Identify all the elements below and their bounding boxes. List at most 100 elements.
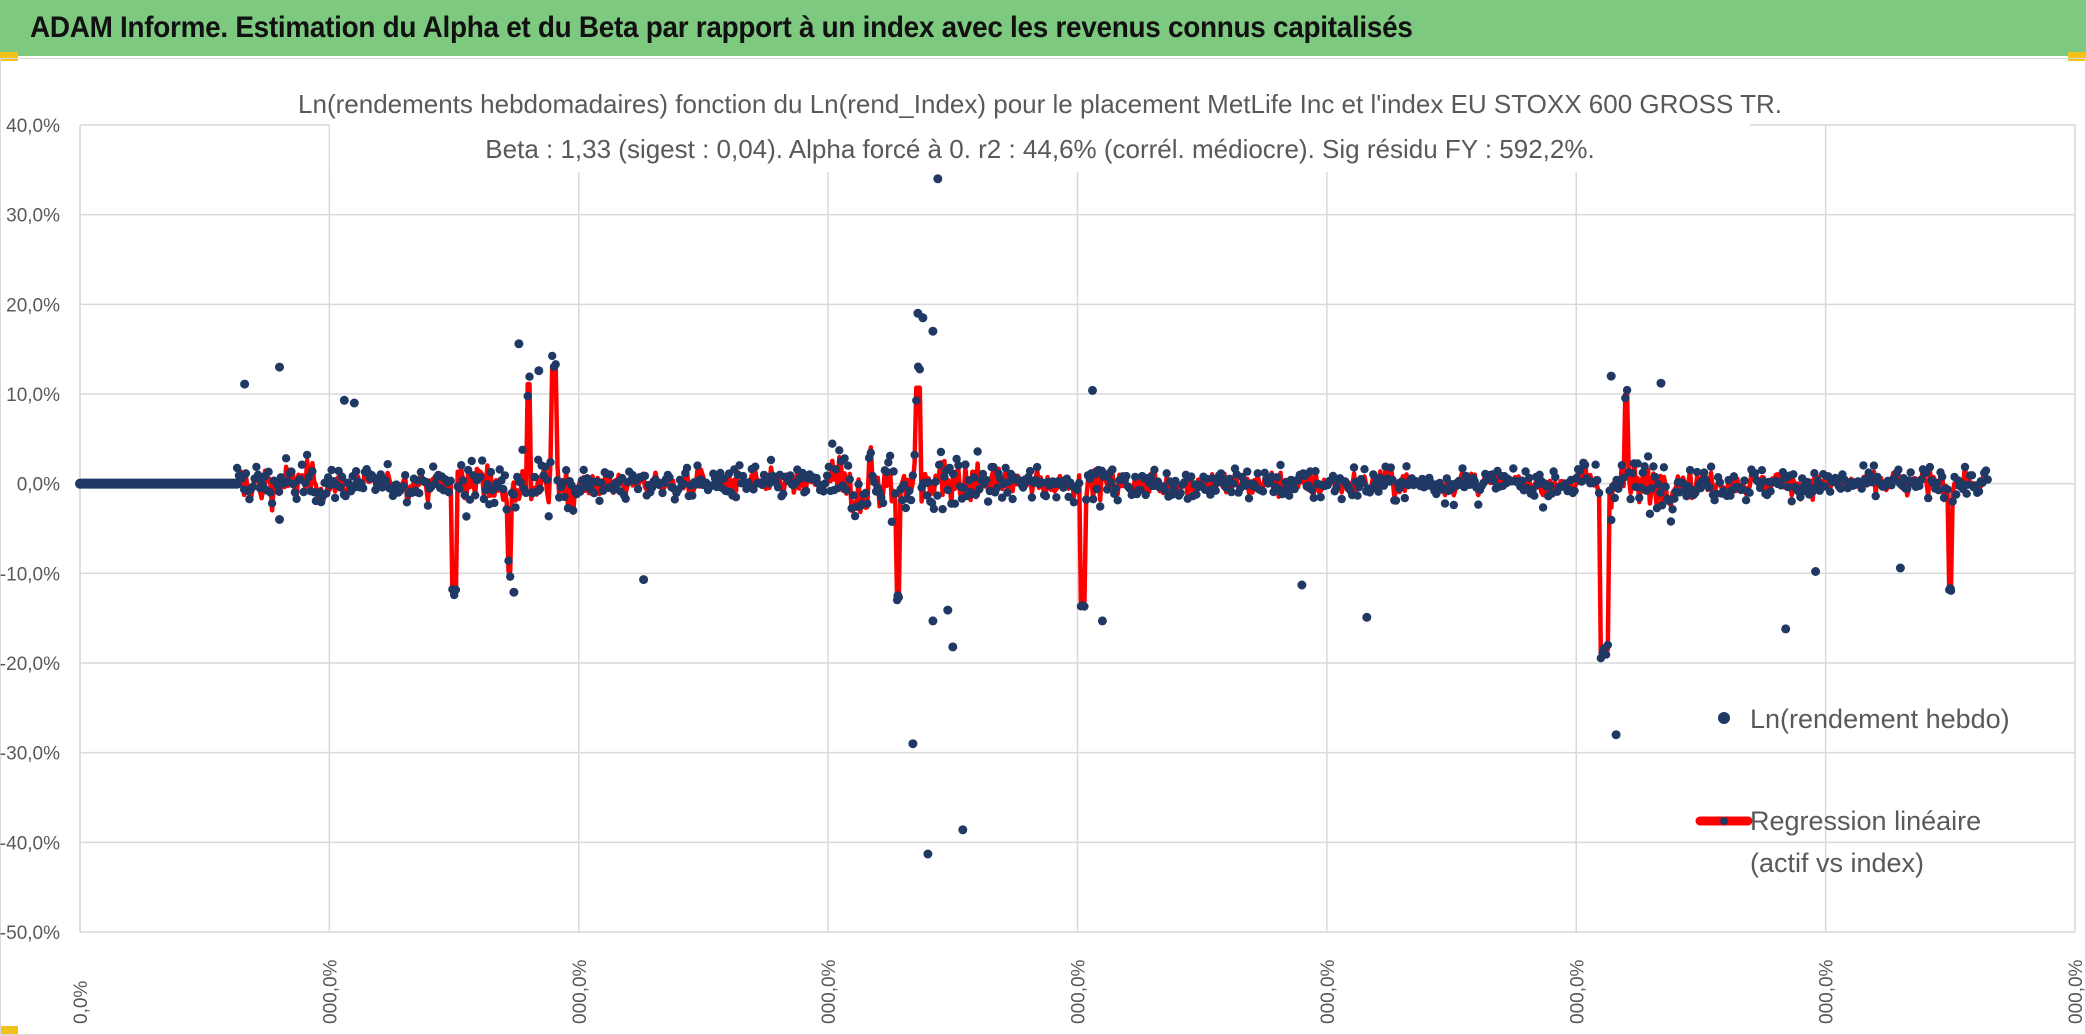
scatter-point (1337, 494, 1346, 504)
scatter-point (1530, 491, 1539, 500)
scatter-point (1692, 467, 1702, 477)
scatter-point (302, 450, 312, 460)
scatter-point-outlier (923, 849, 933, 859)
scatter-point (1796, 492, 1805, 502)
y-tick-label: 10,0% (6, 385, 60, 406)
scatter-point (1253, 469, 1262, 478)
scatter-point-outlier (908, 739, 918, 749)
scatter-point (992, 483, 1002, 493)
scatter-point (605, 470, 615, 479)
scatter-point (1619, 473, 1628, 482)
report-title: ADAM Informe. Estimation du Alpha et du … (30, 11, 1413, 44)
scatter-point (551, 360, 560, 369)
scatter-point (467, 456, 476, 466)
scatter-point (910, 450, 919, 460)
scatter-point (1003, 488, 1012, 497)
scatter-point (1449, 500, 1459, 510)
scatter-point (1654, 480, 1663, 489)
scatter-point (1745, 488, 1754, 497)
scatter-point (1570, 486, 1579, 496)
scatter-point (569, 506, 578, 515)
scatter-point (1192, 490, 1201, 499)
scatter-point (1661, 482, 1670, 491)
scatter-point (446, 476, 455, 485)
scatter-point (938, 505, 947, 514)
scatter-point (1001, 463, 1010, 473)
scatter-point (1741, 496, 1751, 505)
y-tick-label: -20,0% (0, 654, 60, 675)
scatter-point (1640, 462, 1649, 471)
scatter-point (351, 467, 361, 476)
legend-label-regression: Regression linéaire (1750, 806, 1981, 836)
scatter-point (1309, 493, 1318, 502)
chart-title: Ln(rendements hebdomadaires) fonction du… (298, 89, 1782, 119)
scatter-point-outlier (349, 398, 359, 408)
scatter-point (1008, 494, 1017, 504)
scatter-point (878, 498, 888, 508)
scatter-point (1826, 487, 1835, 496)
scatter-point (801, 486, 811, 496)
scatter-point (548, 351, 557, 361)
scatter-point (595, 496, 604, 505)
scatter-point (1643, 452, 1653, 461)
scatter-point (1617, 461, 1627, 470)
scatter-point (1766, 487, 1775, 496)
scatter-point (1594, 488, 1604, 498)
regression-line-layer (236, 363, 1990, 657)
scatter-point-outlier (958, 825, 968, 835)
scatter-point (819, 487, 828, 496)
scatter-point (1645, 509, 1655, 518)
scatter-point (1635, 493, 1644, 502)
scatter-point (1948, 497, 1957, 506)
x-tick-label: 000,0% (819, 959, 840, 1024)
scatter-point (1628, 469, 1637, 478)
scatter-point (506, 572, 515, 581)
scatter-point (1032, 462, 1042, 472)
scatter-point (1176, 488, 1185, 498)
scatter-point (1290, 484, 1299, 494)
scatter-point (1538, 503, 1548, 512)
scatter-point (978, 469, 988, 479)
scatter-point (308, 467, 317, 476)
scatter-point (1080, 602, 1089, 611)
scatter-point (1981, 466, 1991, 475)
scatter-point (1244, 494, 1254, 503)
scatter-point (822, 471, 832, 480)
x-tick-label: 000,0% (570, 959, 591, 1024)
scatter-point (1868, 478, 1877, 487)
scatter-point (1755, 483, 1765, 493)
scatter-point (1610, 493, 1620, 503)
scatter-point (576, 487, 585, 496)
scatter-point (1924, 493, 1933, 503)
scatter-point (337, 472, 347, 482)
scatter-point (773, 483, 783, 492)
scatter-point-outlier (943, 605, 953, 615)
corner-accent-bottom-left (0, 1026, 18, 1035)
y-tick-label: 0,0% (17, 475, 60, 496)
y-tick-label: -40,0% (0, 833, 60, 854)
scatter-point (267, 499, 277, 508)
scatter-point (1075, 478, 1084, 488)
scatter-point (1141, 490, 1150, 500)
regression-line (236, 363, 1990, 657)
scatter-point (1787, 497, 1796, 506)
scatter-point (383, 460, 392, 469)
scatter-point (997, 493, 1007, 502)
scatter-point (1757, 466, 1767, 475)
legend-marker-regression-dot (1720, 817, 1728, 825)
scatter-point (1776, 481, 1786, 490)
scatter-point (322, 489, 331, 498)
scatter-point (670, 495, 679, 504)
scatter-point (1059, 483, 1068, 492)
scatter-point (511, 503, 520, 512)
scatter-point (738, 471, 748, 481)
scatter-point (1729, 472, 1739, 481)
scatter-point (458, 476, 468, 485)
scatter-point (735, 461, 744, 470)
scatter-point (1272, 473, 1282, 482)
scatter-point (1187, 472, 1196, 481)
scatter-point (961, 460, 970, 469)
scatter-point (1386, 463, 1396, 472)
scatter-point (1374, 487, 1383, 496)
scatter-point (502, 505, 511, 514)
